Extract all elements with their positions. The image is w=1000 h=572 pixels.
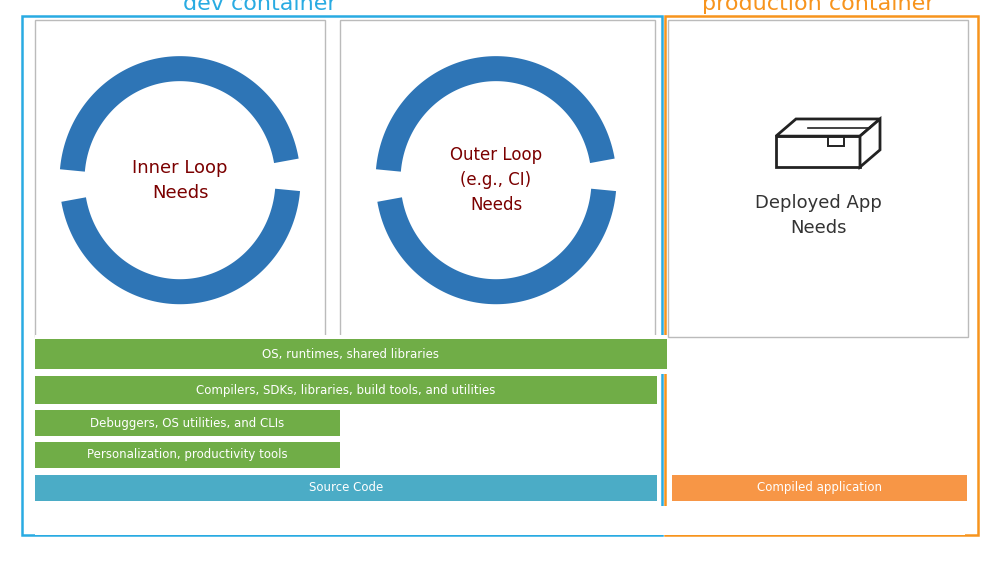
Bar (22, 16, 662, 535)
Text: Deployed App
Needs: Deployed App Needs (755, 194, 881, 237)
Bar (672, 470, 967, 475)
Bar (672, 501, 967, 506)
Text: Compiled application: Compiled application (757, 482, 882, 494)
Bar (35, 372, 657, 376)
Text: Personalization, productivity tools: Personalization, productivity tools (87, 448, 288, 461)
Bar (35, 335, 667, 339)
Text: Source Code: Source Code (309, 482, 383, 494)
Polygon shape (860, 119, 880, 167)
Text: Debuggers, OS utilities, and CLIs: Debuggers, OS utilities, and CLIs (90, 417, 285, 430)
Bar (35, 437, 340, 442)
Polygon shape (776, 119, 880, 136)
Bar (665, 16, 978, 535)
Bar (35, 376, 657, 404)
Bar (35, 339, 667, 369)
Polygon shape (776, 136, 860, 167)
Bar (35, 410, 340, 436)
Bar (35, 470, 657, 475)
Text: Outer Loop
(e.g., CI)
Needs: Outer Loop (e.g., CI) Needs (450, 146, 542, 214)
Bar (340, 20, 655, 337)
Bar (668, 20, 968, 337)
Bar (35, 501, 657, 506)
Bar (35, 436, 340, 441)
Bar (35, 404, 657, 408)
Bar (828, 137, 844, 146)
Bar (672, 475, 967, 501)
Text: Inner Loop
Needs: Inner Loop Needs (132, 158, 228, 202)
Bar (35, 468, 340, 472)
Text: Compilers, SDKs, libraries, build tools, and utilities: Compilers, SDKs, libraries, build tools,… (196, 384, 496, 396)
Text: production container: production container (702, 0, 934, 14)
Bar (35, 369, 667, 374)
Bar (35, 506, 965, 535)
Text: dev container: dev container (183, 0, 337, 14)
Text: OS, runtimes, shared libraries: OS, runtimes, shared libraries (262, 348, 440, 360)
Bar (35, 406, 340, 410)
Bar (35, 475, 657, 501)
Bar (35, 20, 325, 337)
Bar (35, 442, 340, 468)
